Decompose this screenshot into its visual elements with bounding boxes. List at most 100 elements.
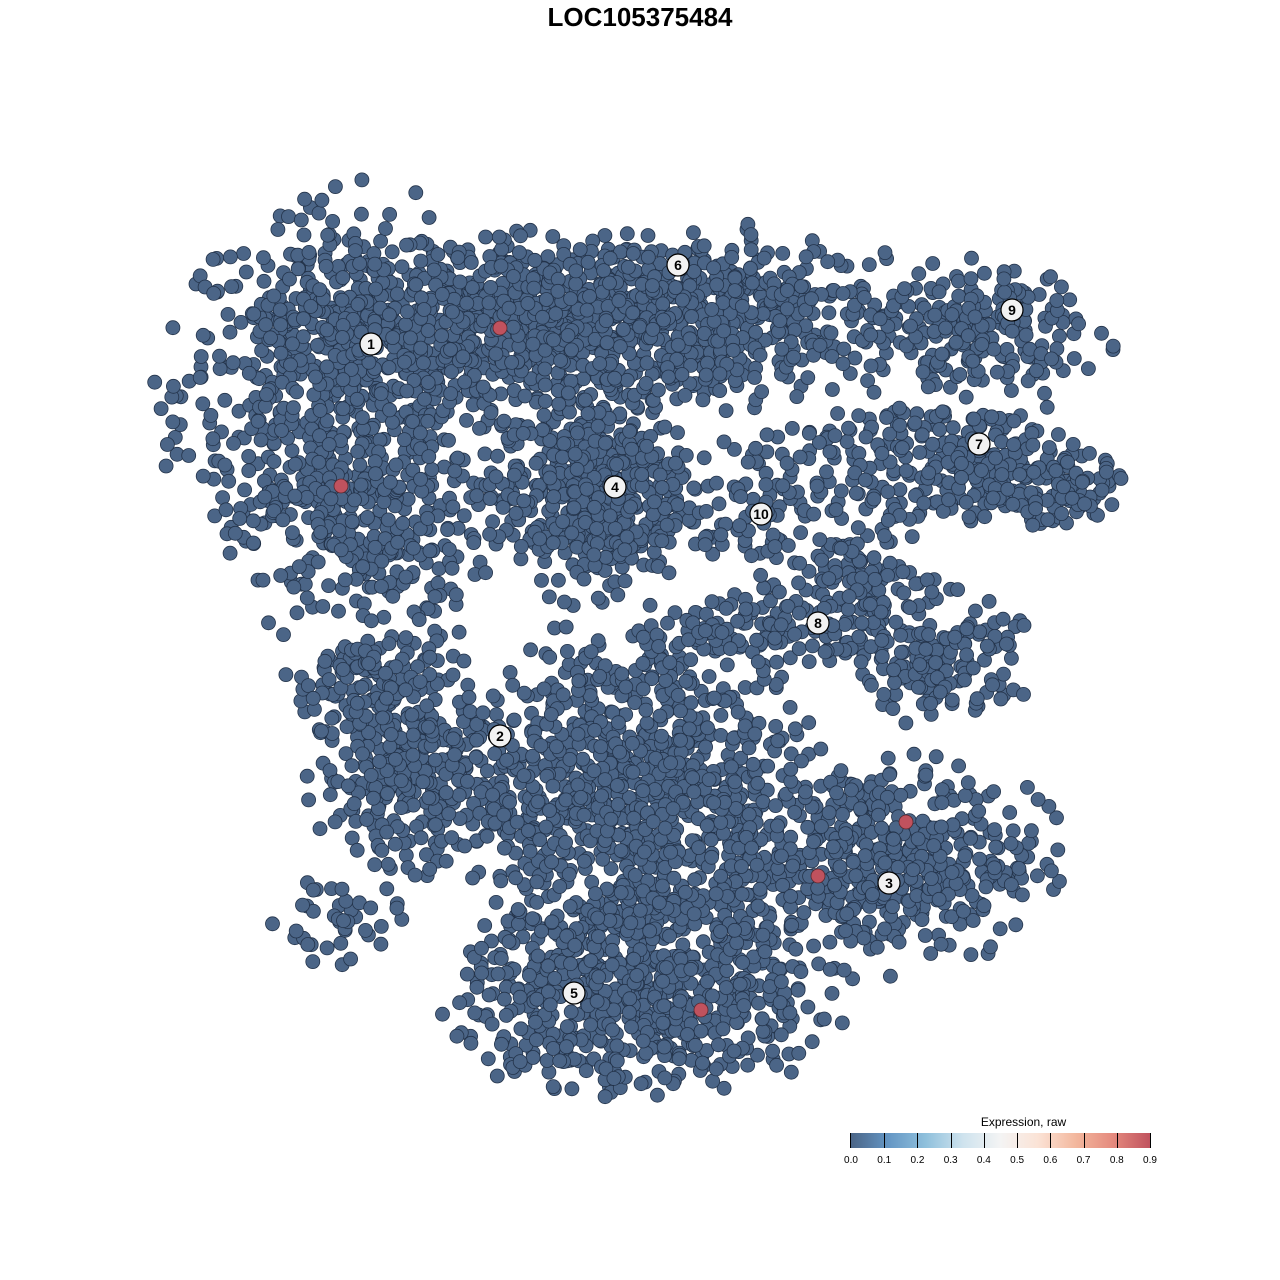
data-point xyxy=(933,936,949,952)
data-point xyxy=(563,956,578,972)
data-point xyxy=(715,1021,731,1037)
data-point xyxy=(534,573,549,588)
data-point xyxy=(718,403,734,419)
data-point xyxy=(791,1045,807,1061)
data-point xyxy=(1049,810,1064,826)
data-point xyxy=(420,375,436,390)
data-point xyxy=(580,406,596,422)
data-point xyxy=(261,615,276,631)
data-point xyxy=(445,499,461,515)
data-point xyxy=(452,995,468,1011)
data-point xyxy=(637,844,652,860)
data-point xyxy=(570,726,586,742)
data-point xyxy=(195,396,211,412)
data-point xyxy=(703,832,719,848)
data-point xyxy=(411,612,427,627)
data-point xyxy=(259,387,274,403)
data-point xyxy=(602,913,618,928)
data-point xyxy=(295,897,310,913)
data-point xyxy=(305,690,321,706)
data-point xyxy=(918,767,934,783)
data-point xyxy=(540,958,556,974)
data-point xyxy=(960,775,976,790)
data-point xyxy=(380,856,396,872)
data-point xyxy=(373,233,389,249)
data-point xyxy=(467,1005,483,1021)
data-point xyxy=(373,919,389,934)
data-point xyxy=(563,291,578,307)
data-point xyxy=(528,455,544,471)
data-point xyxy=(513,1021,529,1037)
data-point xyxy=(222,249,238,265)
data-point xyxy=(456,508,472,523)
data-point xyxy=(750,775,766,791)
data-point xyxy=(405,414,421,429)
data-point xyxy=(255,250,271,266)
data-point xyxy=(385,588,401,604)
data-point xyxy=(800,999,816,1015)
data-point xyxy=(770,818,785,834)
data-point xyxy=(656,998,672,1014)
data-point xyxy=(926,838,942,853)
data-point xyxy=(165,320,181,336)
data-point xyxy=(221,473,237,489)
data-point xyxy=(957,788,973,803)
data-point xyxy=(422,861,438,877)
data-point xyxy=(502,665,518,680)
data-point xyxy=(782,1005,798,1021)
data-point xyxy=(619,226,635,242)
data-point xyxy=(283,357,298,373)
data-point xyxy=(563,1004,579,1020)
data-point xyxy=(195,468,211,484)
data-point xyxy=(452,274,468,290)
data-point xyxy=(659,517,675,533)
data-point xyxy=(774,974,789,990)
data-point xyxy=(552,879,568,894)
data-point xyxy=(266,454,282,469)
data-point xyxy=(421,449,437,465)
data-point xyxy=(545,1079,561,1094)
data-point xyxy=(687,872,703,888)
data-point xyxy=(713,708,729,723)
data-point xyxy=(917,928,933,943)
data-point xyxy=(567,938,583,953)
data-point xyxy=(886,831,901,847)
data-point xyxy=(1020,780,1035,795)
data-point xyxy=(353,206,369,222)
data-point xyxy=(265,916,280,932)
data-point xyxy=(485,514,501,529)
data-point xyxy=(335,662,351,677)
data-point xyxy=(384,244,400,260)
data-point xyxy=(1011,861,1027,876)
data-point xyxy=(193,349,209,364)
data-point xyxy=(484,1016,500,1032)
data-point xyxy=(385,330,401,346)
data-point xyxy=(374,843,390,858)
data-point xyxy=(598,435,613,451)
data-point xyxy=(367,256,383,272)
data-point xyxy=(845,854,861,870)
data-point xyxy=(686,784,702,800)
data-point xyxy=(545,778,561,794)
data-point xyxy=(905,862,921,878)
data-point xyxy=(657,1070,673,1086)
data-point xyxy=(783,761,799,777)
data-point xyxy=(502,794,518,810)
data-point xyxy=(560,385,576,401)
data-point xyxy=(713,868,729,884)
data-point xyxy=(363,613,379,629)
data-point xyxy=(289,605,305,621)
data-point xyxy=(678,447,694,463)
data-point xyxy=(546,489,562,505)
data-point xyxy=(412,425,428,441)
data-point xyxy=(560,1019,575,1034)
data-point xyxy=(250,413,266,429)
data-point xyxy=(368,281,384,297)
data-point xyxy=(387,836,403,852)
data-point xyxy=(806,834,821,850)
data-point xyxy=(422,543,438,559)
data-point xyxy=(346,796,362,812)
data-point xyxy=(359,812,375,827)
data-point xyxy=(344,514,360,529)
data-point xyxy=(545,229,561,244)
